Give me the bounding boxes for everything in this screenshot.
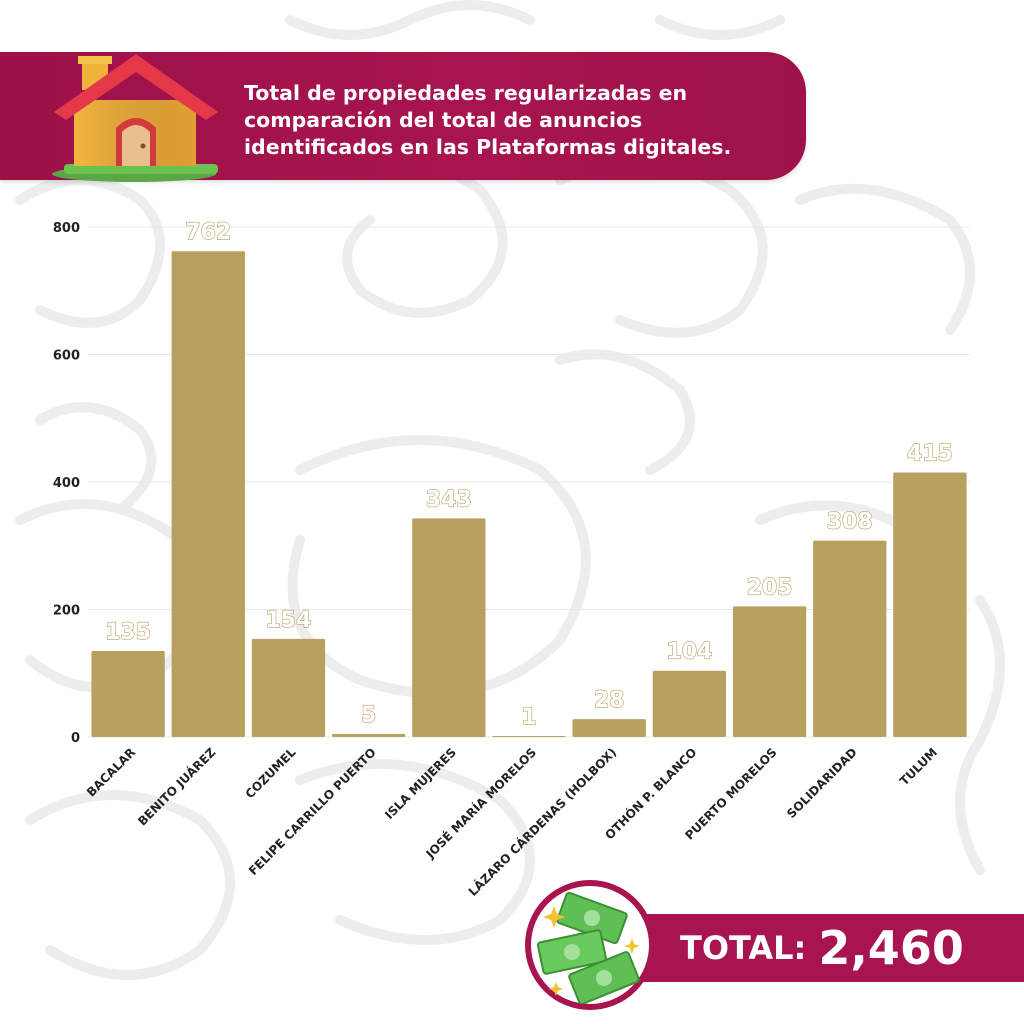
bar-value-label: 5 (361, 703, 376, 728)
bar-value-label: 762 (185, 220, 231, 245)
bar (251, 638, 326, 737)
bar-value-label: 308 (827, 510, 873, 535)
bar-chart: 0 200 400 600 800 135 BACALAR 762 BENITO JUÁREZ… (53, 220, 970, 899)
y-tick-label: 600 (53, 349, 80, 364)
x-category-label: OTHÓN P. BLANCO (602, 745, 700, 843)
x-category-label: BENITO JUÁREZ (134, 744, 218, 828)
chart-title: Total de propiedades regularizadas en co… (244, 81, 732, 159)
bar (652, 670, 727, 737)
y-tick-label: 800 (53, 221, 80, 236)
x-category-label: PUERTO MORELOS (682, 745, 779, 842)
sparkle-icon (624, 938, 640, 954)
sparkle-icon (549, 982, 563, 996)
total-value: 2,460 (818, 921, 964, 975)
bar (813, 540, 887, 737)
bar (893, 472, 967, 737)
x-category-label: SOLIDARIDAD (784, 745, 860, 821)
bar-value-label: 1 (521, 705, 536, 730)
y-tick-label: 0 (71, 731, 80, 746)
x-category-label: BACALAR (84, 745, 138, 799)
x-category-label: LÁZARO CÁRDENAS (HOLBOX) (465, 745, 619, 899)
bar-value-label: 154 (265, 608, 311, 633)
bar (331, 733, 406, 737)
bar-value-label: 135 (105, 620, 151, 645)
x-category-label: ISLA MUJERES (382, 745, 459, 822)
bar (492, 736, 566, 737)
x-category-label: FELIPE CARRILLO PUERTO (246, 745, 379, 878)
y-tick-label: 400 (53, 476, 80, 491)
bar (732, 606, 807, 737)
total-label: TOTAL: (680, 929, 807, 967)
total-display: TOTAL: 2,460 (680, 918, 964, 978)
money-bills-icon (536, 891, 640, 1004)
bar-value-label: 104 (666, 640, 712, 665)
x-category-label: TULUM (897, 745, 940, 788)
y-tick-label: 200 (53, 604, 80, 619)
x-category-label: COZUMEL (243, 745, 299, 801)
sparkle-icon (543, 906, 565, 928)
bar (91, 650, 165, 737)
house-icon (52, 54, 218, 182)
bar-value-label: 415 (907, 441, 953, 466)
bar (412, 518, 486, 737)
bar-value-label: 205 (747, 575, 793, 600)
bar (572, 719, 646, 737)
bar (171, 251, 245, 737)
bar-value-label: 343 (426, 487, 472, 512)
bar-value-label: 28 (594, 688, 625, 713)
